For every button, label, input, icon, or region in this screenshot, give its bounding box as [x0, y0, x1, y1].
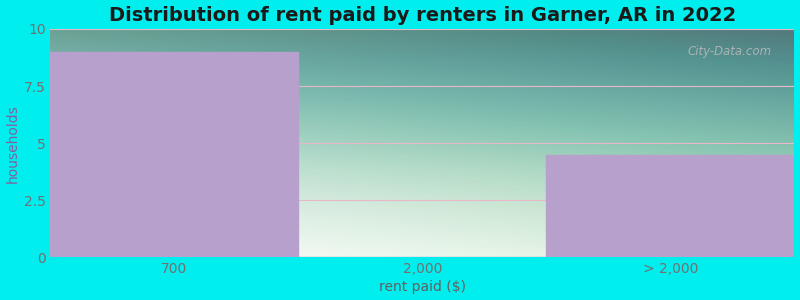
X-axis label: rent paid ($): rent paid ($): [379, 280, 466, 294]
Bar: [546, 154, 794, 257]
Title: Distribution of rent paid by renters in Garner, AR in 2022: Distribution of rent paid by renters in …: [109, 6, 736, 25]
Bar: [50, 52, 298, 257]
Y-axis label: households: households: [6, 104, 19, 182]
Text: City-Data.com: City-Data.com: [688, 45, 772, 58]
